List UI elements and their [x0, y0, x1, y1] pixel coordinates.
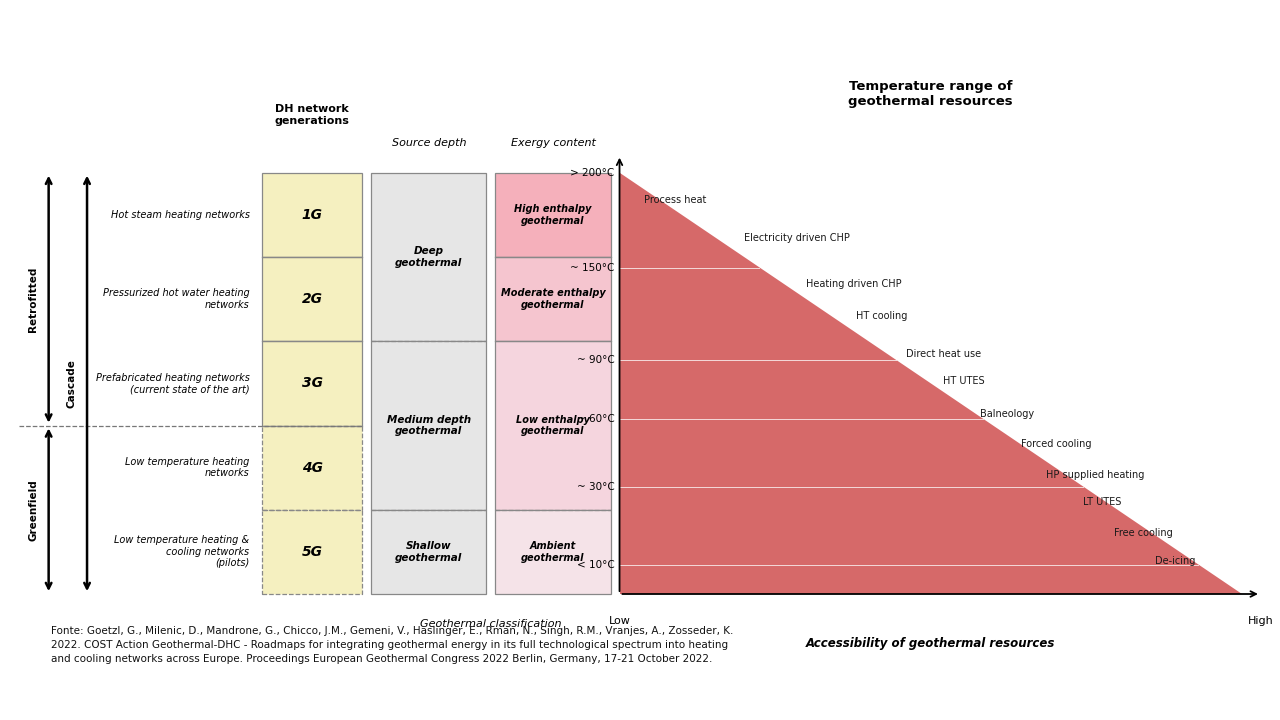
- Text: Source depth: Source depth: [392, 138, 466, 148]
- Polygon shape: [620, 173, 1242, 594]
- Text: 4G: 4G: [302, 461, 323, 474]
- Text: High: High: [1248, 616, 1274, 626]
- Text: DH network
generations: DH network generations: [275, 104, 349, 126]
- Text: Ambient
geothermal: Ambient geothermal: [521, 541, 585, 563]
- Text: ~ 30°C: ~ 30°C: [577, 482, 614, 492]
- Text: Exergy content: Exergy content: [511, 138, 595, 148]
- Text: Shallow
geothermal: Shallow geothermal: [396, 541, 462, 563]
- Text: Process heat: Process heat: [644, 195, 707, 205]
- Text: Balneology: Balneology: [980, 409, 1034, 419]
- Text: Heating driven CHP: Heating driven CHP: [806, 279, 902, 289]
- Text: Low temperature heating
networks: Low temperature heating networks: [125, 457, 250, 479]
- FancyBboxPatch shape: [495, 341, 611, 510]
- Text: ~ 60°C: ~ 60°C: [577, 414, 614, 424]
- Text: 3G: 3G: [302, 377, 323, 390]
- FancyBboxPatch shape: [495, 257, 611, 341]
- FancyBboxPatch shape: [262, 257, 362, 341]
- Text: Temperature range of
geothermal resources: Temperature range of geothermal resource…: [849, 80, 1012, 108]
- FancyBboxPatch shape: [371, 341, 486, 510]
- Text: Medium depth
geothermal: Medium depth geothermal: [387, 415, 471, 436]
- Text: LT UTES: LT UTES: [1083, 498, 1121, 507]
- FancyBboxPatch shape: [262, 510, 362, 594]
- Text: Accessibility of geothermal resources: Accessibility of geothermal resources: [806, 637, 1055, 650]
- Text: Forced cooling: Forced cooling: [1020, 439, 1092, 449]
- Text: Direct heat use: Direct heat use: [906, 349, 980, 359]
- Text: Free cooling: Free cooling: [1114, 528, 1172, 538]
- Text: High enthalpy
geothermal: High enthalpy geothermal: [515, 204, 591, 226]
- Text: Pressurized hot water heating
networks: Pressurized hot water heating networks: [102, 288, 250, 310]
- FancyBboxPatch shape: [262, 341, 362, 426]
- Text: Geothermal classification: Geothermal classification: [420, 619, 562, 629]
- Text: Fonte: Goetzl, G., Milenic, D., Mandrone, G., Chicco, J.M., Gemeni, V., Haslinge: Fonte: Goetzl, G., Milenic, D., Mandrone…: [51, 626, 733, 665]
- Text: Low enthalpy
geothermal: Low enthalpy geothermal: [516, 415, 590, 436]
- Text: 2G: 2G: [302, 292, 323, 306]
- Text: Low: Low: [608, 616, 631, 626]
- Text: De-icing: De-icing: [1155, 556, 1196, 566]
- Text: Cascade: Cascade: [67, 359, 77, 408]
- FancyBboxPatch shape: [371, 510, 486, 594]
- Text: 5G: 5G: [302, 545, 323, 559]
- FancyBboxPatch shape: [371, 173, 486, 341]
- FancyBboxPatch shape: [495, 173, 611, 257]
- Text: Retrofitted: Retrofitted: [28, 266, 38, 332]
- Text: Electricity driven CHP: Electricity driven CHP: [744, 233, 850, 243]
- Text: Moderate enthalpy
geothermal: Moderate enthalpy geothermal: [500, 288, 605, 310]
- Text: > 200°C: > 200°C: [570, 168, 614, 178]
- Text: Hot steam heating networks: Hot steam heating networks: [110, 210, 250, 220]
- Text: < 10°C: < 10°C: [577, 559, 614, 570]
- FancyBboxPatch shape: [495, 510, 611, 594]
- FancyBboxPatch shape: [262, 426, 362, 510]
- Text: HT UTES: HT UTES: [943, 377, 984, 387]
- Text: ~ 150°C: ~ 150°C: [570, 263, 614, 273]
- Text: 1G: 1G: [302, 208, 323, 222]
- Text: HP supplied heating: HP supplied heating: [1046, 470, 1144, 480]
- FancyBboxPatch shape: [262, 173, 362, 257]
- Text: HT cooling: HT cooling: [856, 311, 908, 321]
- Text: ~ 90°C: ~ 90°C: [577, 355, 614, 365]
- Text: Greenfield: Greenfield: [28, 479, 38, 541]
- Text: Prefabricated heating networks
(current state of the art): Prefabricated heating networks (current …: [96, 373, 250, 395]
- Text: Low temperature heating &
cooling networks
(pilots): Low temperature heating & cooling networ…: [114, 535, 250, 569]
- Text: Deep
geothermal: Deep geothermal: [396, 246, 462, 268]
